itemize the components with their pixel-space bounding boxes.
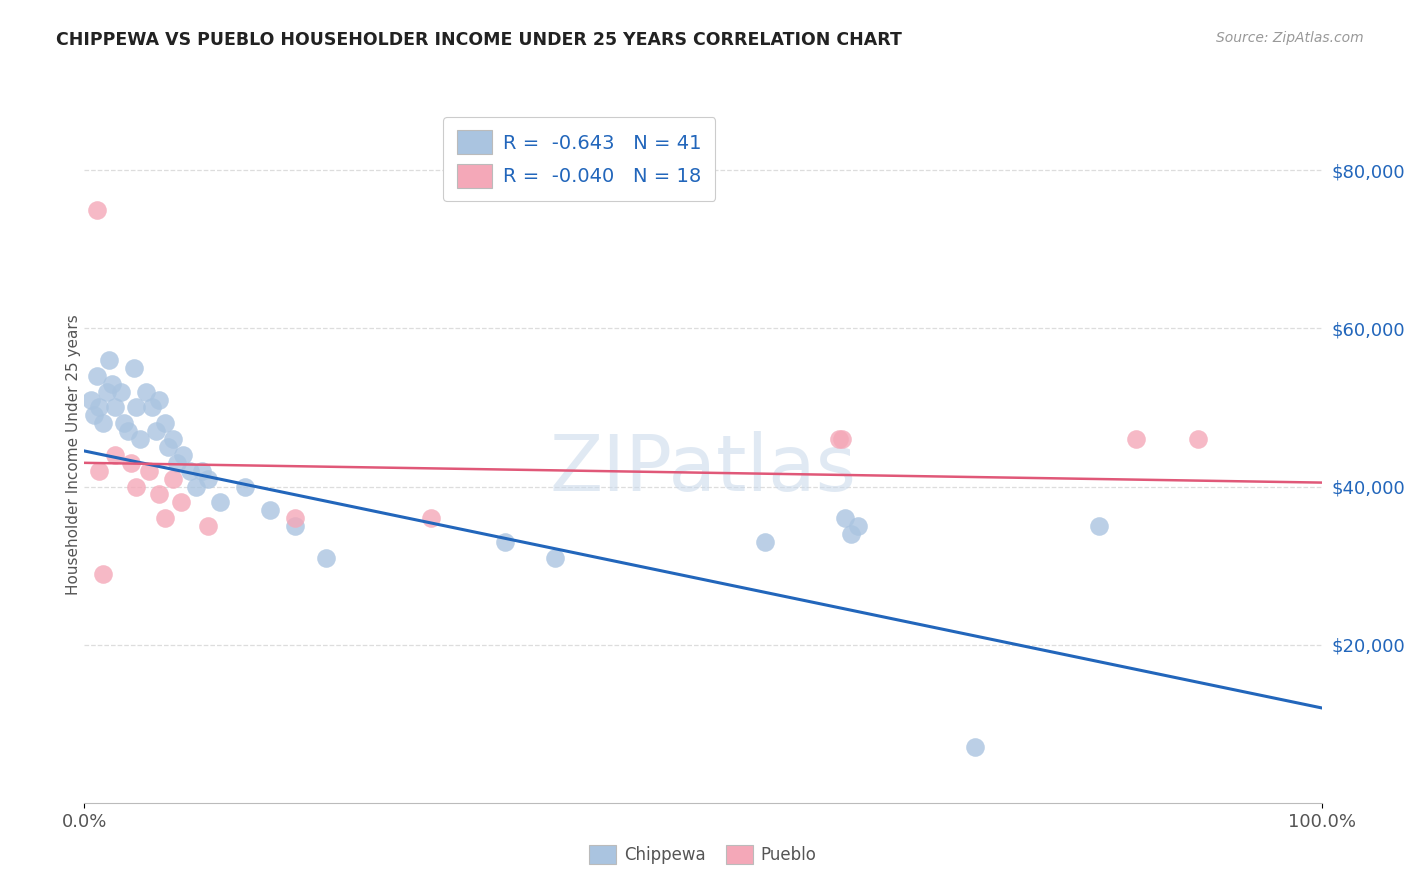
Legend: Chippewa, Pueblo: Chippewa, Pueblo (582, 838, 824, 871)
Point (89, 401, 111, 415)
Point (86, 202, 108, 217)
Point (754, 535, 776, 549)
Point (153, 511, 176, 525)
Point (86, 368, 108, 383)
Point (259, 503, 281, 517)
Point (828, 432, 851, 446)
Point (494, 535, 516, 549)
Point (197, 472, 219, 486)
Point (209, 495, 232, 509)
Text: CHIPPEWA VS PUEBLO HOUSEHOLDER INCOME UNDER 25 YEARS CORRELATION CHART: CHIPPEWA VS PUEBLO HOUSEHOLDER INCOME UN… (56, 31, 903, 49)
Point (145, 424, 167, 438)
Point (284, 511, 307, 525)
Point (79, 392, 101, 407)
Text: ZIPatlas: ZIPatlas (550, 431, 856, 507)
Point (1125, 432, 1147, 446)
Point (141, 401, 163, 415)
Point (184, 479, 207, 493)
Point (112, 417, 135, 431)
Point (125, 401, 148, 415)
Point (120, 456, 142, 470)
Point (98, 353, 121, 368)
Point (104, 401, 127, 415)
Point (83, 409, 105, 423)
Point (91, 566, 114, 581)
Point (135, 384, 157, 399)
Y-axis label: Householder Income Under 25 years: Householder Income Under 25 years (66, 315, 80, 595)
Text: Source: ZipAtlas.com: Source: ZipAtlas.com (1216, 31, 1364, 45)
Point (122, 361, 145, 376)
Point (284, 519, 307, 533)
Point (153, 417, 176, 431)
Point (166, 456, 188, 470)
Point (197, 519, 219, 533)
Point (162, 432, 184, 446)
Point (315, 550, 337, 565)
Point (117, 424, 139, 438)
Point (841, 527, 863, 541)
Point (148, 392, 170, 407)
Point (129, 432, 152, 446)
Point (834, 511, 856, 525)
Point (157, 440, 180, 454)
Point (138, 464, 160, 478)
Point (100, 376, 122, 391)
Point (831, 432, 853, 446)
Point (965, 740, 987, 755)
Point (172, 448, 194, 462)
Point (1187, 432, 1209, 446)
Point (148, 487, 170, 501)
Point (846, 519, 869, 533)
Point (89, 464, 111, 478)
Point (162, 472, 184, 486)
Point (233, 479, 256, 493)
Point (96, 384, 118, 399)
Point (1088, 519, 1111, 533)
Point (419, 511, 441, 525)
Point (91, 417, 114, 431)
Point (543, 550, 565, 565)
Point (170, 495, 193, 509)
Point (191, 464, 214, 478)
Point (179, 464, 201, 478)
Point (110, 384, 132, 399)
Point (125, 479, 148, 493)
Point (104, 448, 127, 462)
